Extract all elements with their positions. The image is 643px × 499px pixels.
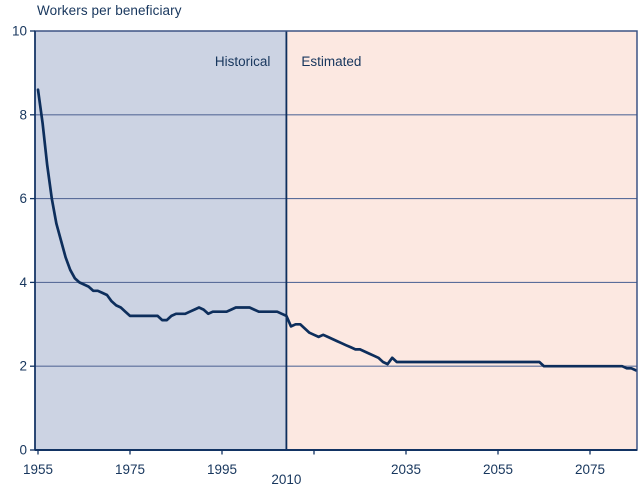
chart-title: Workers per beneficiary — [37, 3, 182, 18]
y-tick-label-10: 10 — [12, 24, 27, 39]
workers-per-beneficiary-line — [36, 88, 638, 372]
historical-region — [35, 31, 287, 450]
historical-label: Historical — [215, 54, 271, 69]
y-tick-label-8: 8 — [19, 107, 27, 122]
y-tick-label-2: 2 — [19, 359, 27, 374]
estimated-label: Estimated — [301, 54, 361, 69]
x-tick-label-2055: 2055 — [483, 462, 513, 477]
x-tick-label-1995: 1995 — [207, 462, 237, 477]
x-tick-label-2075: 2075 — [575, 462, 605, 477]
divider-year-label: 2010 — [271, 472, 301, 487]
estimated-region — [286, 31, 637, 450]
y-tick-label-0: 0 — [19, 443, 27, 458]
x-tick-label-2035: 2035 — [391, 462, 421, 477]
y-tick-label-4: 4 — [19, 275, 27, 290]
y-tick-label-6: 6 — [19, 191, 27, 206]
x-tick-label-1955: 1955 — [23, 462, 53, 477]
x-tick-label-1975: 1975 — [115, 462, 145, 477]
